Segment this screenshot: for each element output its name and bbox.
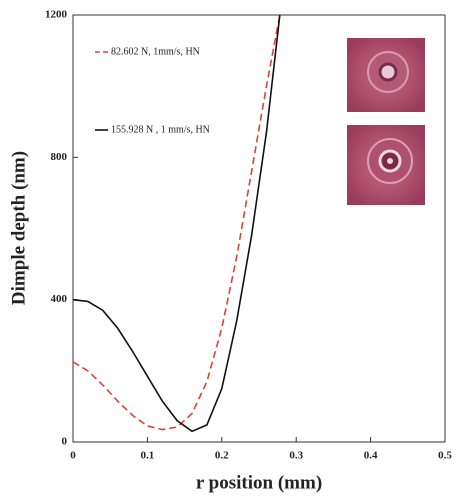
x-tick-label: 0.4 <box>364 450 378 462</box>
x-axis-title: r position (mm) <box>196 472 322 493</box>
y-tick-label: 400 <box>51 293 68 305</box>
y-tick-label: 0 <box>62 436 68 448</box>
inset-images <box>347 38 425 205</box>
y-tick-label: 800 <box>51 151 68 163</box>
series-line <box>72 14 281 431</box>
y-axis-title: Dimple depth (nm) <box>8 151 29 305</box>
x-tick-label: 0.1 <box>141 450 155 462</box>
inset-ring <box>387 158 393 164</box>
inset-ring <box>378 62 398 82</box>
x-tick-label: 0.2 <box>215 450 229 462</box>
x-tick-label: 0 <box>70 450 76 462</box>
legend-label: 82.602 N, 1mm/s, HN <box>111 46 200 57</box>
x-tick-label: 0.5 <box>438 450 452 462</box>
plot-frame <box>72 14 446 443</box>
series-line <box>72 14 281 433</box>
x-tick-label: 0.3 <box>289 450 303 462</box>
y-tick-label: 1200 <box>45 9 68 21</box>
legend-label: 155.928 N , 1 mm/s, HN <box>111 124 210 135</box>
